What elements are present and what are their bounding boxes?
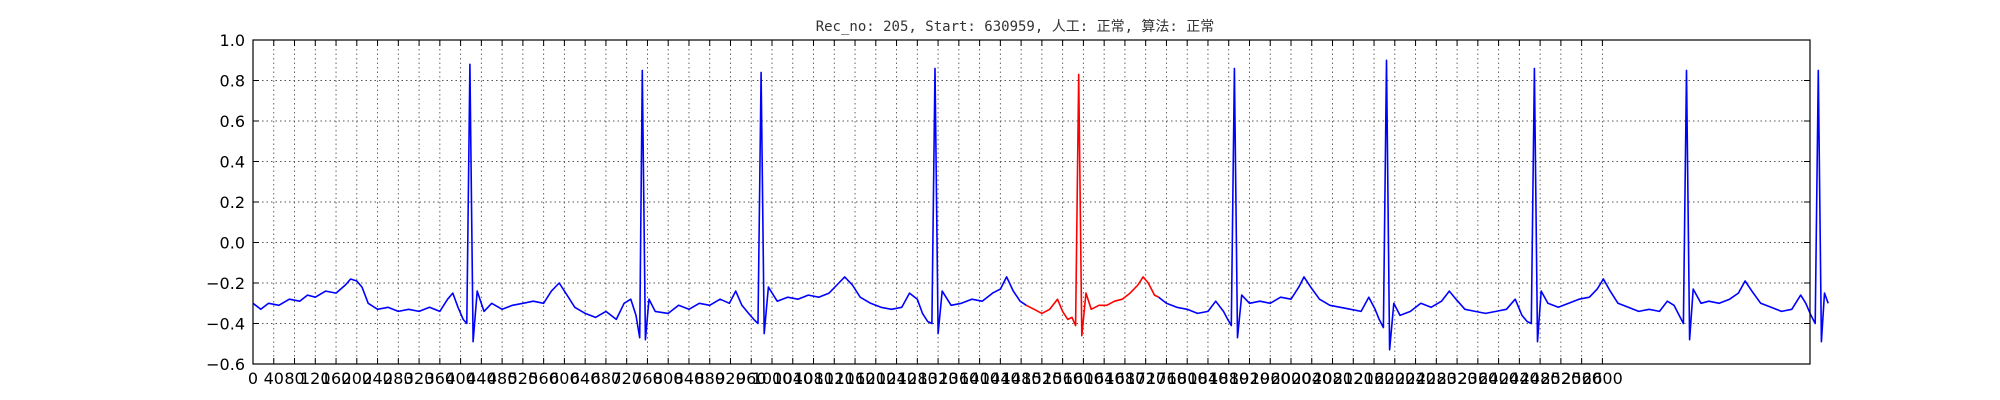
- x-tick-label: 400: [445, 369, 476, 388]
- x-tick-label: 2160: [1354, 369, 1395, 388]
- ecg-series-2: [1025, 73, 1160, 337]
- x-tick-label: 2520: [1541, 369, 1582, 388]
- x-tick-label: 1240: [876, 369, 917, 388]
- x-tick-label: 1280: [897, 369, 938, 388]
- ecg-series-1: [252, 63, 1027, 343]
- x-tick-label: 720: [611, 369, 642, 388]
- x-tick-label: 40: [264, 369, 284, 388]
- x-tick-label: 2240: [1395, 369, 1436, 388]
- x-tick-label: 960: [736, 369, 767, 388]
- x-tick-label: 440: [466, 369, 497, 388]
- x-tick-label: 600: [549, 369, 580, 388]
- x-tick-label: 2480: [1520, 369, 1561, 388]
- x-tick-label: 1000: [752, 369, 793, 388]
- y-tick-label: −0.2: [206, 274, 245, 293]
- x-tick-label: 320: [404, 369, 435, 388]
- ecg-series-group: [252, 59, 1829, 351]
- x-tick-label: 200: [342, 369, 373, 388]
- x-tick-label: 2440: [1499, 369, 1540, 388]
- chart-title: Rec_no: 205, Start: 630959, 人工: 正常, 算法: …: [816, 19, 1215, 35]
- x-tick-label: 1960: [1250, 369, 1291, 388]
- x-tick-label: 2280: [1416, 369, 1457, 388]
- x-tick-label: 2360: [1457, 369, 1498, 388]
- y-tick-label: 0.0: [220, 234, 245, 253]
- x-tick-label: 1440: [980, 369, 1021, 388]
- x-tick-label: 840: [674, 369, 705, 388]
- x-tick-label: 1160: [835, 369, 876, 388]
- x-tick-label: 280: [383, 369, 414, 388]
- y-axis-tick-labels: 1.0 0.8 0.6 0.4 0.2 0.0 −0.2 −0.4 −0.6: [206, 31, 245, 374]
- x-tick-label: 1800: [1167, 369, 1208, 388]
- x-tick-label: 240: [362, 369, 393, 388]
- x-tick-label: 920: [715, 369, 746, 388]
- x-tick-label: 1120: [814, 369, 855, 388]
- x-tick-label: 1200: [855, 369, 896, 388]
- x-tick-label: 2320: [1437, 369, 1478, 388]
- y-tick-label: 0.8: [220, 72, 245, 91]
- x-tick-label: 1600: [1063, 369, 1104, 388]
- x-tick-label: 1040: [772, 369, 813, 388]
- x-tick-label: 2000: [1271, 369, 1312, 388]
- x-tick-label: 2080: [1312, 369, 1353, 388]
- x-tick-label: 1320: [918, 369, 959, 388]
- y-tick-label: 0.4: [220, 153, 245, 172]
- x-tick-label: 760: [632, 369, 663, 388]
- x-tick-label: 2120: [1333, 369, 1374, 388]
- x-tick-label: 160: [321, 369, 352, 388]
- x-tick-label: 680: [591, 369, 622, 388]
- x-tick-label: 640: [570, 369, 601, 388]
- ecg-series-3: [1158, 59, 1829, 351]
- x-tick-label: 1720: [1125, 369, 1166, 388]
- x-tick-label: 360: [425, 369, 456, 388]
- x-tick-label: 560: [528, 369, 559, 388]
- x-tick-label: 1560: [1042, 369, 1083, 388]
- x-tick-label: 1080: [793, 369, 834, 388]
- x-tick-label: 1360: [938, 369, 979, 388]
- y-tick-label: 1.0: [220, 31, 245, 50]
- x-tick-label: 1400: [959, 369, 1000, 388]
- x-tick-label: 520: [508, 369, 539, 388]
- x-tick-label: 1880: [1208, 369, 1249, 388]
- x-tick-label: 480: [487, 369, 518, 388]
- y-tick-label: −0.6: [206, 355, 245, 374]
- x-tick-label: 1920: [1229, 369, 1270, 388]
- x-tick-label: 880: [694, 369, 725, 388]
- x-tick-label: 2040: [1291, 369, 1332, 388]
- x-tick-label: 2600: [1582, 369, 1623, 388]
- x-axis-tick-labels: 0 40 8012016020024028032036040044048052056…: [248, 369, 1623, 388]
- x-tick-label: 800: [653, 369, 684, 388]
- x-tick-label: 0: [248, 369, 258, 388]
- x-tick-label: 1480: [1001, 369, 1042, 388]
- grid: [253, 40, 1810, 364]
- x-tick-label: 1520: [1022, 369, 1063, 388]
- x-tick-label: 1680: [1105, 369, 1146, 388]
- x-tick-label: 1760: [1146, 369, 1187, 388]
- x-tick-label: 2560: [1561, 369, 1602, 388]
- x-tick-label: 2200: [1374, 369, 1415, 388]
- y-tick-label: 0.2: [220, 193, 245, 212]
- y-tick-label: −0.4: [206, 315, 245, 334]
- x-tick-label: 120: [300, 369, 331, 388]
- x-tick-label: 1840: [1188, 369, 1229, 388]
- y-tick-label: 0.6: [220, 112, 245, 131]
- x-tick-label: 1640: [1084, 369, 1125, 388]
- x-tick-label: 2400: [1478, 369, 1519, 388]
- axis-ticks: [252, 39, 1810, 365]
- x-tick-label: 80: [284, 369, 304, 388]
